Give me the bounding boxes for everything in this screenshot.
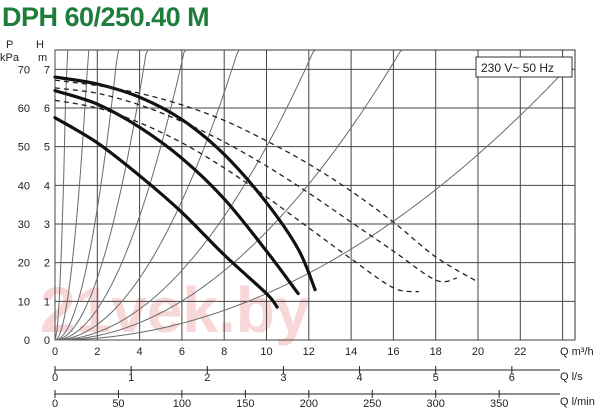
solid-performance-curve-1 — [53, 75, 317, 292]
system-curve — [55, 49, 316, 341]
system-curve — [54, 49, 187, 341]
y-tick-m: 4 — [44, 180, 50, 192]
x-tick-ls: 0 — [52, 372, 58, 384]
x-axis-unit-ls: Q l/s — [560, 371, 583, 383]
x-tick-m3h: 0 — [52, 346, 58, 358]
y-left-unit-top: P — [6, 39, 13, 51]
y-tick-kpa: 50 — [18, 142, 30, 154]
x-tick-lmin: 200 — [300, 398, 318, 410]
chart-title: DPH 60/250.40 M — [2, 2, 210, 32]
x-tick-m3h: 16 — [387, 346, 399, 358]
voltage-label-box — [475, 56, 573, 78]
x-tick-ls: 3 — [280, 372, 286, 384]
y-right-unit-bottom: m — [38, 52, 47, 64]
system-curve — [54, 49, 119, 341]
y-tick-kpa: 60 — [18, 103, 30, 115]
x-tick-m3h: 20 — [472, 346, 484, 358]
system-curve — [54, 49, 69, 341]
y-tick-m: 5 — [44, 142, 50, 154]
dashed-performance-curve-5 — [54, 87, 457, 283]
x-tick-lmin: 250 — [363, 398, 381, 410]
y-left-unit-bottom: kPa — [0, 52, 20, 64]
system-curve — [54, 49, 149, 341]
x-tick-ls: 6 — [509, 372, 515, 384]
y-tick-m: 0 — [44, 335, 50, 347]
x-tick-lmin: 0 — [52, 398, 58, 410]
x-tick-m3h: 10 — [260, 346, 272, 358]
watermark-text: 21vek.by — [40, 274, 311, 346]
x-tick-m3h: 18 — [430, 346, 442, 358]
x-tick-lmin: 300 — [427, 398, 445, 410]
y-tick-m: 2 — [44, 258, 50, 270]
x-tick-lmin: 100 — [173, 398, 191, 410]
x-tick-ls: 2 — [204, 372, 210, 384]
y-tick-kpa: 30 — [18, 219, 30, 231]
x-tick-lmin: 50 — [112, 398, 124, 410]
solid-performance-curve-3 — [53, 116, 279, 309]
voltage-label: 230 V~ 50 Hz — [481, 61, 554, 75]
system-curve — [55, 49, 240, 341]
dashed-performance-curve-6 — [54, 99, 419, 293]
y-tick-m: 6 — [44, 103, 50, 115]
y-tick-kpa: 40 — [18, 180, 30, 192]
watermark-layer: 21vek.by — [40, 274, 311, 346]
y-tick-kpa: 70 — [18, 64, 30, 76]
x-tick-lmin: 150 — [236, 398, 254, 410]
y-tick-m: 1 — [44, 296, 50, 308]
x-tick-m3h: 14 — [345, 346, 357, 358]
x-tick-lmin: 350 — [490, 398, 508, 410]
x-tick-m3h: 12 — [303, 346, 315, 358]
x-axis-unit-m3h: Q m³/h — [560, 346, 594, 358]
x-tick-ls: 4 — [356, 372, 362, 384]
y-tick-m: 3 — [44, 219, 50, 231]
system-curve — [55, 49, 403, 341]
x-tick-m3h: 8 — [221, 346, 227, 358]
x-tick-ls: 5 — [433, 372, 439, 384]
performance-curves — [53, 75, 479, 309]
x-tick-m3h: 22 — [514, 346, 526, 358]
system-curves — [54, 49, 561, 341]
y-tick-kpa: 10 — [18, 296, 30, 308]
x-axis-unit-lmin: Q l/min — [560, 396, 595, 408]
x-tick-m3h: 4 — [137, 346, 143, 358]
y-tick-kpa: 0 — [24, 335, 30, 347]
solid-performance-curve-2 — [53, 89, 300, 296]
grid-layer — [54, 49, 576, 341]
x-tick-ls: 1 — [128, 372, 134, 384]
x-tick-m3h: 6 — [179, 346, 185, 358]
y-right-unit-top: H — [36, 39, 44, 51]
y-tick-kpa: 20 — [18, 258, 30, 270]
y-tick-m: 7 — [44, 64, 50, 76]
dashed-performance-curve-4 — [54, 79, 479, 283]
x-tick-m3h: 2 — [94, 346, 100, 358]
